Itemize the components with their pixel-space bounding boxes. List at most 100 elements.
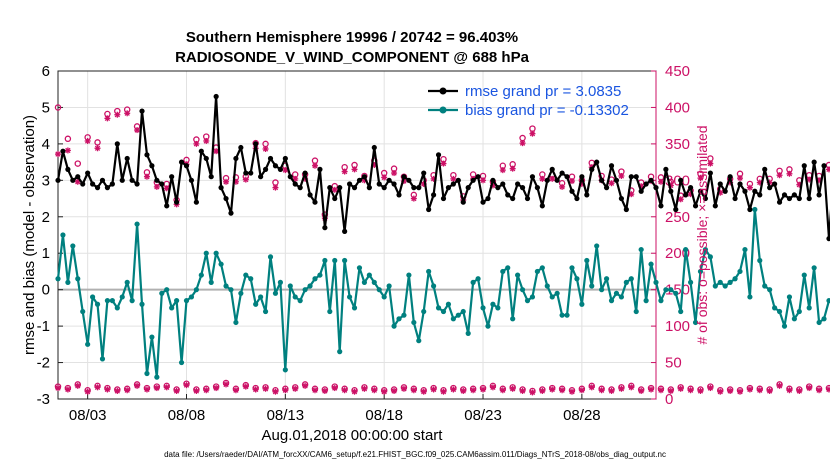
- bias-point: [208, 279, 214, 285]
- obs-assimilated-marker: [84, 388, 91, 395]
- rmse-point: [534, 185, 540, 191]
- rmse-point: [707, 170, 713, 176]
- bias-point: [603, 276, 610, 282]
- rmse-point: [633, 174, 639, 180]
- rmse-point: [85, 170, 91, 176]
- bias-point: [218, 261, 224, 267]
- rmse-point: [174, 199, 180, 205]
- rmse-point: [781, 192, 788, 198]
- bias-point: [55, 276, 61, 282]
- obs-assimilated-marker: [74, 382, 81, 389]
- bias-point: [356, 265, 363, 271]
- rmse-point: [460, 199, 466, 205]
- rmse-point: [594, 159, 600, 165]
- obs-assimilated-marker: [114, 111, 121, 118]
- x-tick-label: 08/18: [365, 407, 403, 424]
- obs-assimilated-marker: [341, 387, 348, 394]
- y-tick-label: 2: [42, 209, 50, 226]
- bias-point: [618, 294, 625, 300]
- obs-assimilated-marker: [203, 137, 210, 144]
- obs-assimilated-marker: [302, 382, 309, 389]
- rmse-point: [297, 185, 303, 191]
- bias-point: [668, 287, 674, 293]
- obs-assimilated-marker: [292, 385, 299, 392]
- bias-point: [781, 323, 788, 329]
- rmse-point: [579, 174, 585, 180]
- obs-assimilated-marker: [193, 387, 200, 394]
- bias-point: [806, 305, 812, 311]
- rmse-point: [55, 177, 61, 183]
- obs-assimilated-marker: [94, 145, 101, 152]
- bias-point: [653, 279, 659, 285]
- rmse-point: [60, 148, 66, 154]
- bias-point: [658, 298, 664, 304]
- rmse-point: [70, 177, 76, 183]
- bias-point: [139, 301, 145, 307]
- rmse-point: [653, 185, 659, 191]
- bias-point: [426, 268, 432, 275]
- bias-point: [213, 250, 219, 256]
- obs-assimilated-marker: [588, 384, 595, 391]
- rmse-point: [109, 181, 115, 187]
- obs-assimilated-marker: [598, 387, 605, 394]
- rmse-point: [169, 174, 175, 180]
- rmse-point: [668, 188, 674, 194]
- bias-point: [737, 268, 743, 275]
- y-tick-label: 5: [42, 99, 50, 116]
- rmse-point: [697, 188, 704, 194]
- bias-point: [85, 341, 91, 347]
- bias-point: [500, 268, 506, 275]
- obs-assimilated-marker: [806, 385, 813, 392]
- obs-assimilated-marker: [430, 386, 437, 393]
- bias-point: [332, 257, 338, 264]
- obs-assimilated-marker: [114, 387, 121, 394]
- bias-point: [613, 290, 620, 296]
- legend: rmse grand pr = 3.0835 bias grand pr = -0…: [428, 83, 629, 119]
- rmse-point: [371, 144, 377, 151]
- bias-point: [485, 323, 491, 329]
- rmse-point: [648, 177, 654, 183]
- obs-assimilated-marker: [104, 115, 111, 122]
- obs-assimilated-marker: [64, 386, 71, 393]
- y2-tick-label: 450: [665, 63, 690, 80]
- rmse-point: [267, 155, 274, 162]
- obs-assimilated-marker: [509, 385, 516, 392]
- obs-assimilated-marker: [657, 387, 664, 394]
- bias-point: [421, 308, 427, 315]
- rmse-point: [445, 185, 452, 191]
- obs-assimilated-marker: [648, 386, 655, 393]
- obs-assimilated-marker: [717, 388, 724, 395]
- bias-point: [524, 298, 531, 304]
- rmse-point: [114, 141, 120, 147]
- bias-point: [534, 268, 540, 275]
- rmse-point: [663, 166, 669, 172]
- obs-assimilated-marker: [94, 384, 101, 391]
- rmse-line: [56, 95, 830, 240]
- rmse-point: [608, 163, 615, 169]
- obs-assimilated-marker: [203, 387, 210, 394]
- obs-assimilated-marker: [351, 388, 358, 395]
- rmse-point: [658, 203, 664, 209]
- bias-point: [821, 316, 827, 322]
- legend-rmse-label: rmse grand pr = 3.0835: [465, 83, 621, 100]
- bias-point: [584, 257, 590, 264]
- bias-point: [396, 316, 402, 322]
- rmse-point: [747, 206, 753, 213]
- rmse-point: [791, 192, 797, 198]
- bias-point: [233, 319, 239, 326]
- bias-point: [559, 312, 565, 318]
- rmse-point: [564, 174, 570, 180]
- obs-assimilated-marker: [638, 387, 645, 394]
- rmse-point: [529, 174, 536, 180]
- bias-point: [515, 272, 521, 278]
- bias-point: [589, 283, 595, 289]
- bias-point: [70, 243, 76, 249]
- y2-tick-label: 0: [665, 391, 673, 408]
- rmse-point: [253, 141, 259, 147]
- bias-point: [683, 246, 689, 253]
- rmse-point: [554, 177, 560, 183]
- obs-assimilated-marker: [618, 172, 625, 179]
- bias-point: [287, 283, 293, 289]
- rmse-point: [356, 177, 363, 183]
- marks: [54, 93, 830, 396]
